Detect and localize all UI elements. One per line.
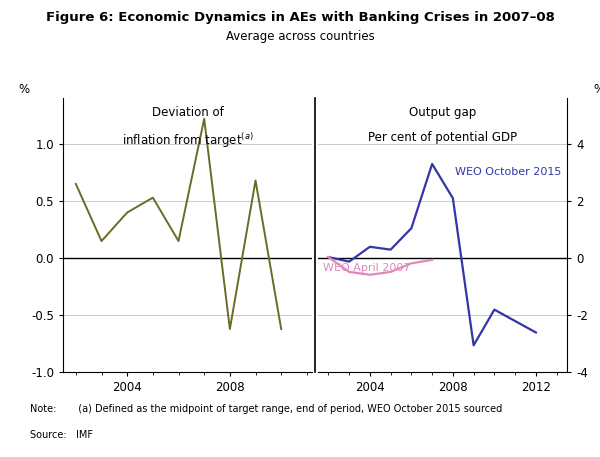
- Text: Note:       (a) Defined as the midpoint of target range, end of period, WEO Octo: Note: (a) Defined as the midpoint of tar…: [30, 404, 502, 414]
- Text: WEO October 2015: WEO October 2015: [455, 167, 562, 177]
- Text: Deviation of: Deviation of: [152, 106, 223, 119]
- Text: inflation from target$^{(a)}$: inflation from target$^{(a)}$: [122, 131, 253, 150]
- Text: Figure 6: Economic Dynamics in AEs with Banking Crises in 2007–08: Figure 6: Economic Dynamics in AEs with …: [46, 11, 554, 24]
- Text: Source:   IMF: Source: IMF: [30, 430, 93, 440]
- Text: %: %: [593, 83, 600, 96]
- Text: WEO April 2007: WEO April 2007: [323, 263, 410, 273]
- Text: Output gap: Output gap: [409, 106, 476, 119]
- Text: %: %: [18, 83, 29, 96]
- Text: Average across countries: Average across countries: [226, 30, 374, 43]
- Text: Per cent of potential GDP: Per cent of potential GDP: [368, 131, 517, 144]
